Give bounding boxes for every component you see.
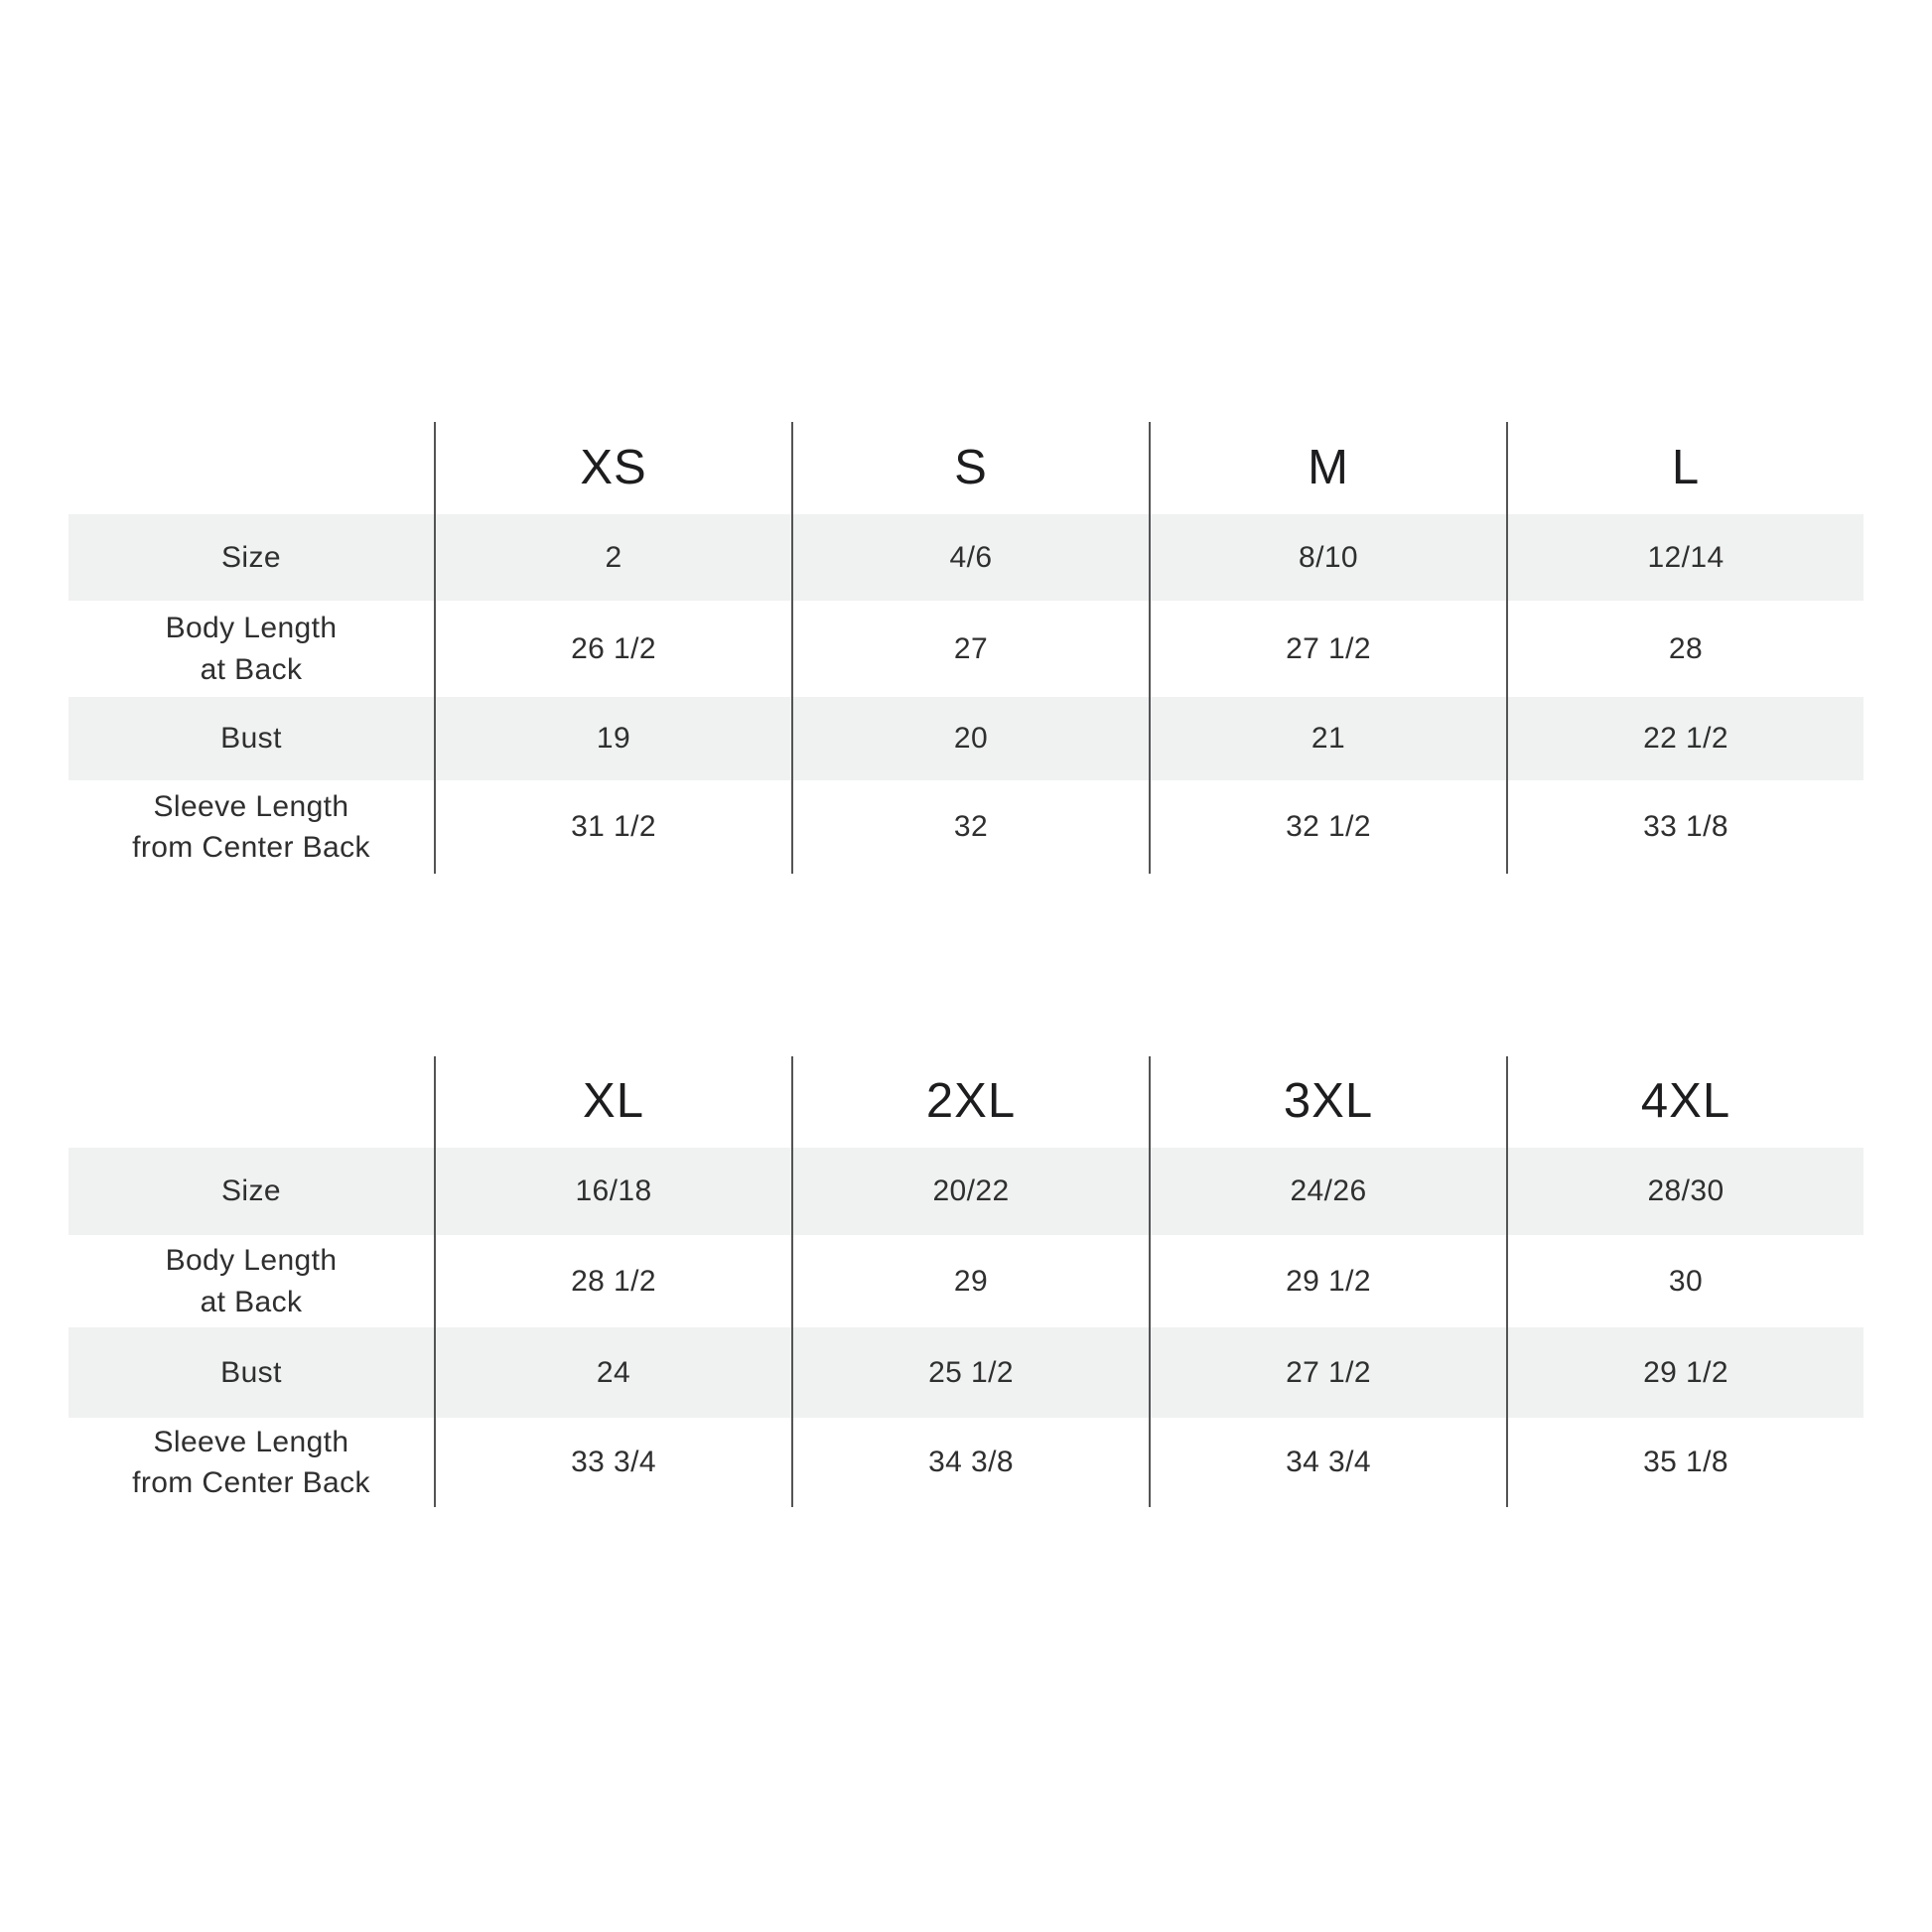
size-value-cell: 24/26 bbox=[1149, 1148, 1506, 1235]
size-value-cell: 28/30 bbox=[1506, 1148, 1863, 1235]
header-row: XS S M L bbox=[69, 422, 1863, 514]
size-column-header: 2XL bbox=[791, 1056, 1149, 1148]
size-table-xl-to-4xl: XL 2XL 3XL 4XL Size 16/18 20/22 24/26 28… bbox=[69, 1056, 1863, 1507]
size-value-cell: 8/10 bbox=[1149, 514, 1506, 601]
corner-cell bbox=[69, 422, 434, 514]
size-value-cell: 25 1/2 bbox=[791, 1327, 1149, 1418]
size-value-cell: 20/22 bbox=[791, 1148, 1149, 1235]
size-value-cell: 32 bbox=[791, 780, 1149, 874]
table-row-body-length: Body Length at Back 26 1/2 27 27 1/2 28 bbox=[69, 601, 1863, 697]
table-row-sleeve-length: Sleeve Length from Center Back 33 3/4 34… bbox=[69, 1418, 1863, 1507]
size-value-cell: 29 1/2 bbox=[1149, 1235, 1506, 1327]
table-row-bust: Bust 24 25 1/2 27 1/2 29 1/2 bbox=[69, 1327, 1863, 1418]
size-value-cell: 12/14 bbox=[1506, 514, 1863, 601]
size-value-cell: 26 1/2 bbox=[434, 601, 791, 697]
size-value-cell: 27 1/2 bbox=[1149, 1327, 1506, 1418]
row-label: Size bbox=[221, 1174, 281, 1208]
size-value-cell: 33 3/4 bbox=[434, 1418, 791, 1507]
table-row-size: Size 16/18 20/22 24/26 28/30 bbox=[69, 1148, 1863, 1235]
size-value-cell: 27 bbox=[791, 601, 1149, 697]
size-value-cell: 28 bbox=[1506, 601, 1863, 697]
size-column-header: M bbox=[1149, 422, 1506, 514]
row-label: Size bbox=[221, 540, 281, 574]
size-value-cell: 34 3/4 bbox=[1149, 1418, 1506, 1507]
row-label: Sleeve Length from Center Back bbox=[132, 789, 370, 864]
row-label: Body Length at Back bbox=[165, 612, 338, 686]
size-value-cell: 30 bbox=[1506, 1235, 1863, 1327]
size-value-cell: 24 bbox=[434, 1327, 791, 1418]
size-value-cell: 32 1/2 bbox=[1149, 780, 1506, 874]
size-value-cell: 19 bbox=[434, 697, 791, 780]
size-value-cell: 35 1/8 bbox=[1506, 1418, 1863, 1507]
table-row-size: Size 2 4/6 8/10 12/14 bbox=[69, 514, 1863, 601]
size-value-cell: 4/6 bbox=[791, 514, 1149, 601]
row-label: Bust bbox=[220, 722, 282, 756]
size-value-cell: 21 bbox=[1149, 697, 1506, 780]
size-column-header: XL bbox=[434, 1056, 791, 1148]
size-value-cell: 22 1/2 bbox=[1506, 697, 1863, 780]
size-column-header: XS bbox=[434, 422, 791, 514]
size-value-cell: 2 bbox=[434, 514, 791, 601]
size-table-xs-to-l: XS S M L Size 2 4/6 8/10 12/14 Body Leng… bbox=[69, 422, 1863, 874]
size-value-cell: 31 1/2 bbox=[434, 780, 791, 874]
size-value-cell: 20 bbox=[791, 697, 1149, 780]
size-column-header: 3XL bbox=[1149, 1056, 1506, 1148]
size-column-header: L bbox=[1506, 422, 1863, 514]
table-row-bust: Bust 19 20 21 22 1/2 bbox=[69, 697, 1863, 780]
size-value-cell: 29 1/2 bbox=[1506, 1327, 1863, 1418]
row-label: Body Length at Back bbox=[165, 1244, 338, 1318]
size-value-cell: 27 1/2 bbox=[1149, 601, 1506, 697]
row-label: Sleeve Length from Center Back bbox=[132, 1425, 370, 1499]
size-value-cell: 34 3/8 bbox=[791, 1418, 1149, 1507]
corner-cell bbox=[69, 1056, 434, 1148]
size-value-cell: 33 1/8 bbox=[1506, 780, 1863, 874]
size-column-header: S bbox=[791, 422, 1149, 514]
header-row: XL 2XL 3XL 4XL bbox=[69, 1056, 1863, 1148]
table-row-sleeve-length: Sleeve Length from Center Back 31 1/2 32… bbox=[69, 780, 1863, 874]
size-value-cell: 29 bbox=[791, 1235, 1149, 1327]
row-label: Bust bbox=[220, 1355, 282, 1389]
table-row-body-length: Body Length at Back 28 1/2 29 29 1/2 30 bbox=[69, 1235, 1863, 1327]
size-value-cell: 16/18 bbox=[434, 1148, 791, 1235]
size-column-header: 4XL bbox=[1506, 1056, 1863, 1148]
size-value-cell: 28 1/2 bbox=[434, 1235, 791, 1327]
